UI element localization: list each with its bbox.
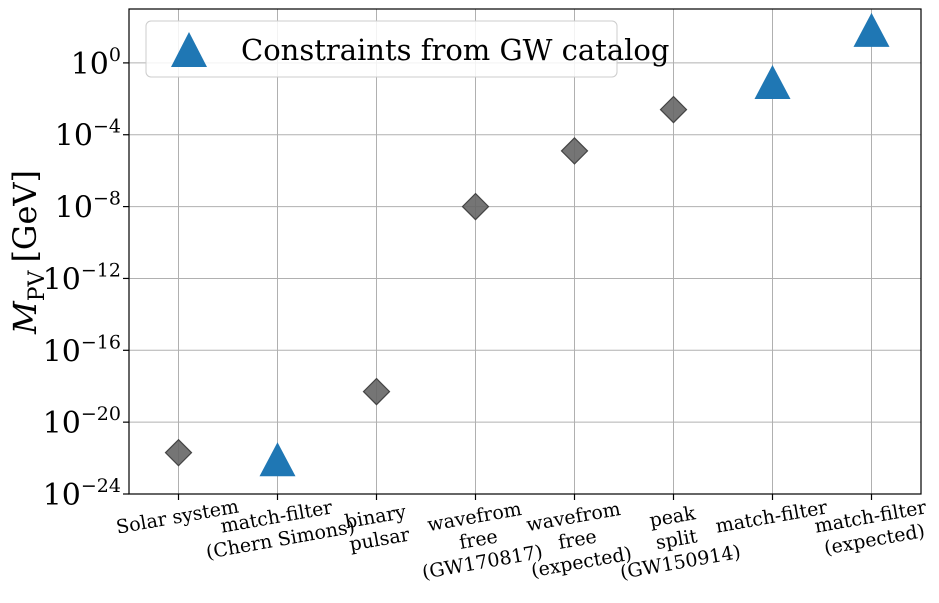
data-points [164, 12, 890, 477]
y-tick-label: 100 [71, 44, 121, 82]
y-tick-label: 10−16 [43, 331, 121, 369]
svg-text:peaksplit(GW150914): peaksplit(GW150914) [610, 496, 742, 584]
data-point-diamond [461, 192, 490, 221]
grid-lines [129, 9, 921, 495]
y-axis-label-main: M [6, 300, 44, 335]
y-tick-label: 10−24 [43, 475, 121, 513]
svg-text:wavefromfree(expected): wavefromfree(expected) [521, 497, 633, 582]
y-tick-label: 10−20 [43, 403, 121, 441]
svg-text:MPV[GeV]: MPV [GeV] [6, 170, 50, 335]
data-point-diamond [659, 95, 688, 124]
y-tick-label: 10−12 [43, 259, 121, 297]
legend-triangle-marker [171, 32, 207, 67]
data-point-triangle [754, 64, 791, 99]
data-point-diamond [164, 438, 193, 467]
svg-text:wavefromfree(GW170817): wavefromfree(GW170817) [412, 496, 544, 584]
x-tick-label: wavefromfree(GW170817) [412, 496, 544, 584]
y-axis-label: MPV [GeV] [6, 170, 50, 335]
data-point-triangle [259, 442, 296, 477]
y-axis-label-sub: PV [25, 269, 50, 301]
legend-box [145, 20, 618, 78]
y-axis: 100 10−4 10−8 10−12 10−16 10−20 10−24 [43, 44, 129, 513]
x-tick-label: peaksplit(GW150914) [610, 496, 742, 584]
y-axis-label-unit: [GeV] [6, 170, 44, 263]
svg-text:match-filter(expected): match-filter(expected) [813, 496, 933, 560]
axes-frame [128, 8, 922, 495]
data-point-triangle [853, 12, 890, 47]
x-tick-label: binarypulsar [343, 501, 412, 556]
legend-label: Constraints from GW catalog [241, 33, 669, 67]
data-point-diamond [560, 137, 589, 165]
y-tick-label: 10−8 [55, 188, 121, 226]
svg-text:binarypulsar: binarypulsar [343, 501, 412, 556]
x-tick-label: match-filter(expected) [813, 496, 933, 560]
legend: Constraints from GW catalog [145, 20, 669, 78]
x-tick-label: wavefromfree(expected) [521, 497, 634, 582]
data-point-diamond [362, 377, 391, 406]
y-tick-label: 10−4 [55, 116, 121, 154]
